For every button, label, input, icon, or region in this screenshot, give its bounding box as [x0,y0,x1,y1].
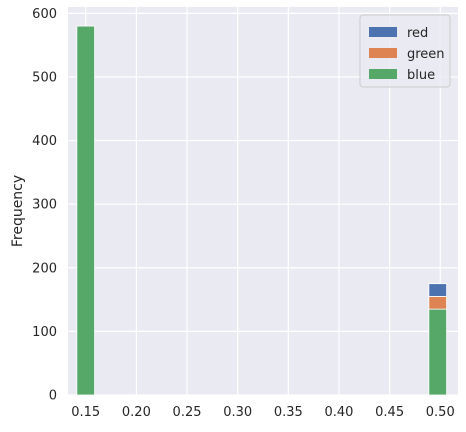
x-tick-label: 0.30 [223,405,252,420]
y-tick-label: 600 [32,7,57,22]
bar-blue [428,308,448,396]
y-tick-label: 300 [32,198,57,213]
y-tick-label: 200 [32,261,57,276]
x-tick-label: 0.25 [173,405,202,420]
legend-label-red: red [407,26,428,41]
bar-green [428,296,448,310]
legend-swatch-blue [369,69,397,79]
x-tick-label: 0.20 [122,405,151,420]
x-tick-label: 0.40 [324,405,353,420]
legend: red green blue [359,14,451,88]
x-tick-labels: 0.15 0.20 0.25 0.30 0.35 0.40 0.45 0.50 [71,405,454,420]
legend-swatch-red [369,27,397,37]
x-tick-label: 0.35 [274,405,303,420]
x-tick-label: 0.50 [426,405,455,420]
legend-swatch-green [369,48,397,58]
y-tick-label: 400 [32,134,57,149]
bar-red [428,283,448,297]
y-tick-label: 500 [32,70,57,85]
x-tick-label: 0.15 [71,405,100,420]
y-tick-label: 100 [32,325,57,340]
x-tick-label: 0.45 [375,405,404,420]
y-tick-labels: 0 100 200 300 400 500 600 [32,7,57,404]
y-tick-label: 0 [49,389,57,404]
legend-label-blue: blue [407,68,435,83]
legend-label-green: green [407,47,445,62]
bars-group [76,25,448,396]
bar-blue [76,25,95,396]
y-axis-title: Frequency [10,175,26,247]
